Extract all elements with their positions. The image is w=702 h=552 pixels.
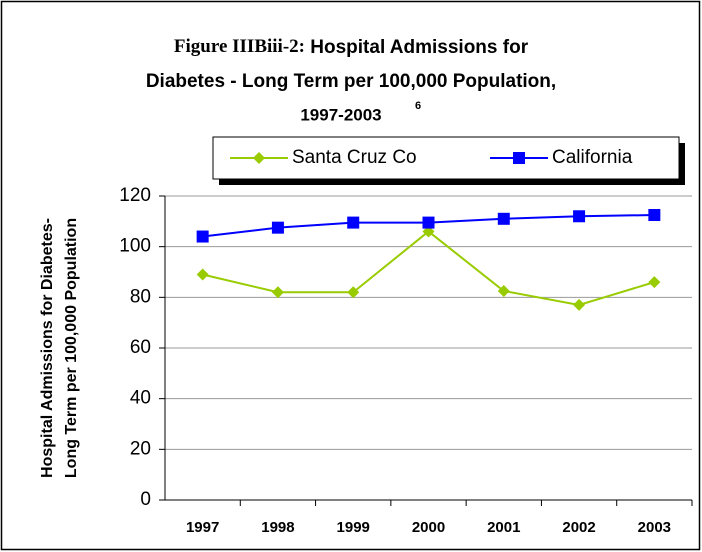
point	[497, 285, 510, 297]
point	[347, 286, 360, 299]
x-tick-label: 2003	[638, 519, 671, 536]
point	[497, 212, 510, 225]
y-tick-label: 0	[140, 489, 151, 510]
title-line: Hospital Admissions for	[310, 37, 528, 58]
point	[196, 268, 209, 281]
y-tick-label: 100	[119, 236, 151, 257]
x-tick-label: 2001	[487, 519, 520, 536]
point	[271, 221, 284, 234]
legend-marker	[253, 152, 265, 164]
legend-label: California	[552, 147, 633, 168]
title-line: 1997-2003	[300, 105, 381, 124]
point	[648, 276, 661, 289]
title-label: Figure IIIBiii-2:	[174, 36, 305, 57]
x-tick-label: 2002	[562, 519, 595, 536]
x-tick-label: 1999	[337, 519, 370, 536]
x-tick-label: 2000	[412, 519, 445, 536]
y-tick-label: 40	[130, 388, 151, 409]
x-tick-label: 1997	[186, 519, 219, 536]
title-footnote: 6	[415, 100, 421, 112]
point	[573, 210, 586, 223]
y-tick-label: 20	[130, 438, 151, 459]
y-tick-label: 80	[130, 286, 151, 307]
point	[196, 230, 209, 243]
y-axis-label: Long Term per 100,000 Population	[63, 218, 80, 478]
y-tick-label: 120	[119, 185, 151, 206]
point	[422, 216, 435, 229]
point	[271, 286, 284, 299]
point	[573, 298, 586, 311]
point	[347, 216, 360, 229]
x-tick-label: 1998	[261, 519, 294, 536]
legend	[212, 136, 680, 180]
point	[648, 209, 661, 221]
y-axis-label: Hospital Admissions for Diabetes-	[39, 218, 56, 478]
title-line: Diabetes - Long Term per 100,000 Populat…	[146, 71, 556, 92]
legend-label: Santa Cruz Co	[292, 147, 417, 168]
chart-title: Figure IIIBiii-2: Hospital Admissions fo…	[174, 36, 529, 58]
legend-marker	[513, 152, 525, 164]
y-tick-label: 60	[130, 337, 151, 358]
